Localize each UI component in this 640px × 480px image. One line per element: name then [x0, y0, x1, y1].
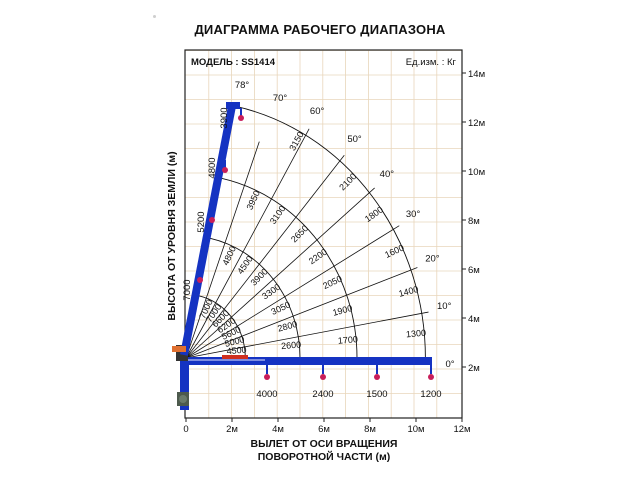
y-tick-label: 8м [468, 216, 480, 227]
boom-load-label: 7000 [182, 279, 193, 300]
model-label: МОДЕЛЬ : SS1414 [191, 57, 276, 68]
crane-base-wheel [179, 395, 187, 403]
hook [222, 167, 228, 173]
boom-load-label: 3900 [219, 107, 230, 128]
arc-load-label: 2100 [337, 171, 358, 192]
angle-ray [185, 311, 429, 359]
arc-load-label: 3900 [249, 266, 270, 287]
reach-arc [235, 105, 426, 359]
angle-ray [185, 187, 375, 359]
arc-load-label: 2200 [307, 247, 329, 267]
arc-load-label: 3950 [244, 189, 262, 211]
y-tick-label: 6м [468, 265, 480, 276]
reach-arc [221, 177, 358, 359]
reach-arc [198, 295, 246, 359]
hook [320, 374, 326, 380]
boom-load-label: 1200 [420, 389, 441, 400]
hook [238, 115, 244, 121]
angle-label: 0° [445, 359, 454, 370]
y-tick-label: 10м [468, 167, 485, 178]
x-tick-label: 8м [364, 424, 376, 435]
boom-horizontal [188, 357, 432, 365]
angle-label: 70° [273, 93, 288, 104]
angle-label: 30° [406, 209, 421, 220]
boom-inclined [180, 105, 236, 356]
x-axis-label-line1: ВЫЛЕТ ОТ ОСИ ВРАЩЕНИЯ [250, 438, 398, 450]
axis-ticks: 0 2м 4м 6м 8м 10м 12м 2м 4м 6м 8м 10м 12м 14м [183, 69, 485, 435]
arc-load-label: 1400 [398, 284, 420, 299]
crane-column [180, 358, 189, 410]
angle-ray [185, 128, 310, 359]
arc-load-label: 3100 [268, 204, 288, 226]
boom-tip [226, 102, 240, 109]
angle-ray [185, 155, 345, 359]
boom-load-label: 4800 [207, 157, 218, 178]
hook [374, 374, 380, 380]
reach-arcs [198, 105, 426, 359]
diagram-title: ДИАГРАММА РАБОЧЕГО ДИАПАЗОНА [194, 22, 446, 37]
angle-rays: 0° 10° 20° 30° 40° 50° 60° 70° 78° [185, 80, 455, 370]
x-tick-label: 4м [272, 424, 284, 435]
arc-load-label: 1700 [337, 334, 358, 346]
arc-load-label: 2050 [321, 274, 343, 292]
boom-hydraulic [172, 346, 186, 352]
arc-load-label: 4500 [235, 254, 255, 276]
arc-load-label: 3300 [260, 282, 282, 302]
angle-label: 20° [425, 254, 440, 265]
x-tick-label: 10м [407, 424, 424, 435]
arc-load-label: 1800 [363, 204, 385, 224]
arc-load-label: 1600 [383, 242, 405, 260]
arc-load-label: 2650 [289, 223, 310, 244]
angle-label: 50° [347, 134, 362, 145]
crane-boom [172, 102, 434, 410]
angle-label: 10° [437, 301, 452, 312]
boom-load-label: 2400 [312, 389, 333, 400]
x-tick-label: 2м [226, 424, 238, 435]
units-label: Ед.изм. : Кг [406, 57, 457, 68]
angle-ray [185, 267, 418, 359]
angle-label: 40° [380, 169, 395, 180]
arc-load-label: 2800 [276, 319, 298, 334]
y-tick-label: 2м [468, 363, 480, 374]
x-tick-label: 6м [318, 424, 330, 435]
reach-arc [209, 237, 301, 359]
angle-label: 78° [235, 80, 250, 91]
arc-load-label: 4500 [226, 345, 247, 357]
boom-load-label: 4000 [256, 389, 277, 400]
arc-load-label: 2600 [281, 339, 302, 351]
x-tick-label: 0 [183, 424, 188, 435]
corner-dot [153, 15, 156, 18]
hook [428, 374, 434, 380]
boom-load-label: 5200 [196, 211, 207, 232]
hook [197, 277, 203, 283]
angle-label: 60° [310, 106, 325, 117]
angle-ray [185, 225, 400, 359]
arc-load-label: 5000 [224, 334, 246, 349]
x-axis-label-line2: ПОВОРОТНОЙ ЧАСТИ (м) [257, 451, 391, 463]
x-tick-label: 12м [453, 424, 470, 435]
y-tick-label: 4м [468, 314, 480, 325]
boom-load-label: 1500 [366, 389, 387, 400]
angle-ray [185, 141, 260, 359]
hook [264, 374, 270, 380]
arc-load-label: 3050 [270, 299, 292, 317]
arc-load-label: 1900 [332, 303, 354, 318]
boom-horizontal-tag [222, 355, 248, 359]
hook [209, 217, 215, 223]
arc-load-label: 1300 [406, 328, 427, 340]
y-tick-label: 14м [468, 69, 485, 80]
y-tick-label: 12м [468, 118, 485, 129]
x-axis-label: ВЫЛЕТ ОТ ОСИ ВРАЩЕНИЯ ПОВОРОТНОЙ ЧАСТИ (… [251, 438, 398, 464]
